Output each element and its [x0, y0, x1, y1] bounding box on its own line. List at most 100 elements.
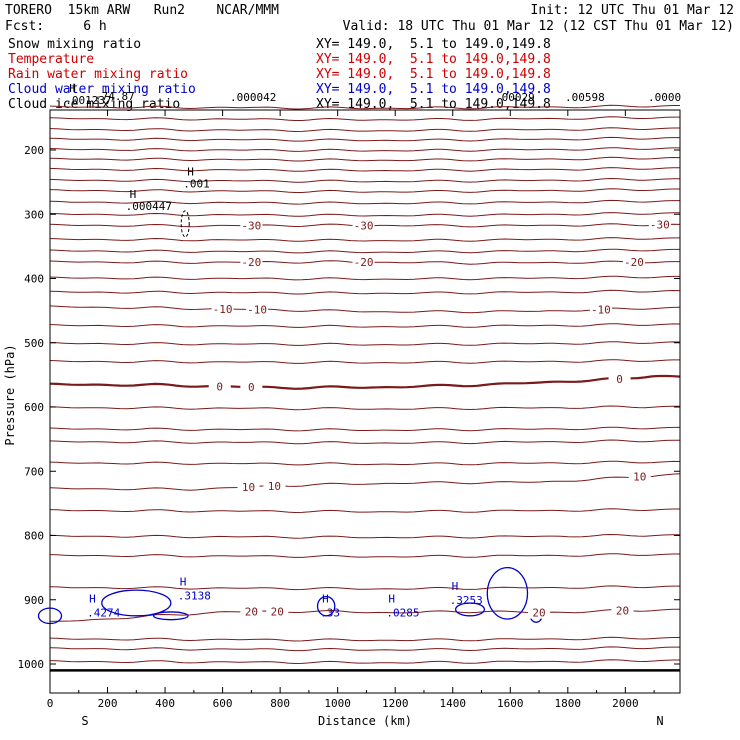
isotherm-line--35: [49, 460, 681, 466]
legend-range-cloud-water: XY= 149.0, 5.1 to 149.0,149.8: [316, 82, 551, 97]
isotherm-label-bg: [589, 303, 612, 316]
isotherm-line--50: [49, 405, 680, 411]
isotherm-0: [49, 374, 681, 390]
background-temperature-contours: [49, 104, 681, 665]
isotherm-line--15: [49, 533, 680, 539]
x-tick-label: 1000: [324, 697, 351, 710]
contour-labels: -30 -30 -30 -20 -20 -20 -10 -10 -10 0 0 0 10 10 10 20 20…: [50, 82, 681, 672]
y-tick-label: 800: [24, 530, 44, 543]
isotherm-label-bg: [648, 218, 671, 231]
x-tick-label: 2000: [612, 697, 639, 710]
y-tick-label: 300: [24, 208, 44, 221]
isotherm-label-0: 0: [616, 373, 623, 386]
cloud-water-contour-3: [316, 595, 336, 617]
cloud-water-max-value: .4274: [87, 607, 120, 620]
isotherm-line--70: [49, 104, 680, 110]
isotherm-line-25: [49, 275, 680, 281]
isotherm-label-bg: [240, 219, 263, 232]
isotherm-line-5: [49, 585, 680, 591]
y-tick-label: 200: [24, 144, 44, 157]
cloud-water-contour-2: [152, 611, 189, 621]
cloud-water-contour-5: [486, 566, 529, 620]
init-time: Init: 12 UTC Thu 01 Mar 12: [530, 3, 735, 18]
isotherm-line--25: [49, 508, 680, 514]
y-tick-label: 400: [24, 273, 44, 286]
isotherm-line--45: [49, 156, 681, 162]
cloud-water-max-marker: H: [180, 575, 187, 588]
y-axis-label: Pressure (hPa): [3, 344, 17, 445]
snow-max-marker: H: [187, 165, 194, 178]
isotherm-label-bg: [352, 256, 375, 269]
isotherm-line-15: [49, 248, 680, 254]
axes: 0 200 400 600 800 1000 1200 1400 1600 1800 2000200…: [18, 109, 681, 710]
isotherm-label--30: -30: [241, 220, 261, 233]
top-contour-label: .000042: [230, 91, 276, 104]
isotherm-label-bg: [211, 303, 234, 316]
isotherm-line--50: [49, 147, 680, 152]
cloud-water-max-marker: H: [452, 580, 459, 593]
isotherm-label-bg: [237, 481, 260, 494]
y-tick-label: 1000: [18, 658, 45, 671]
cloud-water-max-marker: H: [388, 593, 395, 606]
isotherm-label--20: -20: [354, 256, 374, 269]
snow-max-value: .001: [183, 177, 210, 190]
isotherm-label-bg: [608, 372, 631, 385]
isotherm-line--60: [49, 127, 680, 133]
isotherm-line--35: [49, 177, 681, 183]
forecast-hour: Fcst: 6 h: [5, 19, 107, 34]
isotherm-line--65: [49, 323, 681, 328]
isotherm-label-bg: [208, 380, 231, 393]
x-tick-label: 1200: [382, 697, 409, 710]
cloud-water-max-marker: H: [89, 593, 96, 606]
legend-range-snow: XY= 149.0, 5.1 to 149.0,149.8: [316, 37, 551, 52]
isotherm-line--45: [49, 426, 680, 432]
isotherm-label-20: 20: [245, 606, 258, 619]
isotherm-label-bg: [628, 470, 651, 483]
isotherm-line-5: [49, 237, 680, 242]
y-tick-label: 600: [24, 401, 44, 414]
cloud-water-max-value: .3138: [178, 589, 211, 602]
top-left-temp-label: -74.87: [95, 90, 135, 103]
x-tick-label: 1400: [439, 697, 466, 710]
snow-max-value: .000447: [126, 200, 172, 213]
isotherm-label--20: -20: [241, 256, 261, 269]
top-contour-label: .00598: [565, 91, 605, 104]
isotherm-label-20: 20: [616, 605, 629, 618]
legend-name-temperature: Temperature: [8, 52, 95, 67]
isotherm-line--40: [49, 439, 681, 445]
isotherm-label-0: 0: [248, 381, 255, 394]
isotherm-label--10: -10: [213, 303, 233, 316]
snow-max-marker: H: [69, 82, 76, 95]
snow-contour: [180, 210, 190, 238]
labeled-temperature-contours: [49, 223, 681, 622]
isotherm-line--15: [49, 199, 680, 205]
isotherm--10: [49, 305, 681, 314]
isotherm-label-0: 0: [216, 380, 223, 393]
model-title: TORERO 15km ARW Run2 NCAR/MMM: [5, 3, 279, 18]
cloud-water-max-marker: H: [322, 593, 329, 606]
x-tick-label: 600: [213, 697, 233, 710]
legend-name-cloud-water: Cloud water mixing ratio: [8, 82, 196, 97]
isotherm-line--70: [49, 659, 680, 665]
south-end-label: S: [81, 714, 88, 728]
isotherm-label-20: 20: [532, 607, 545, 620]
valid-time: Valid: 18 UTC Thu 01 Mar 12 (12 CST Thu …: [342, 19, 734, 34]
x-axis-label: Distance (km): [318, 714, 412, 728]
isotherm-label-20: 20: [271, 606, 284, 619]
x-tick-label: 800: [270, 697, 290, 710]
isotherm-label-bg: [528, 606, 551, 619]
cloud-water-contour-4: [454, 602, 486, 617]
isotherm-label--20: -20: [624, 256, 644, 269]
y-tick-label: 700: [24, 465, 44, 478]
north-end-label: N: [656, 714, 663, 728]
cloud-water-max-value: .3253: [450, 594, 483, 607]
isotherm-line--25: [49, 188, 680, 193]
top-contour-label: .00029: [495, 91, 535, 104]
isotherm-label-bg: [240, 605, 263, 618]
legend-range-rain: XY= 149.0, 5.1 to 149.0,149.8: [316, 67, 551, 82]
snow-max-value: .001237: [65, 94, 111, 107]
isotherm-label-bg: [266, 605, 289, 618]
cloud-water-max-value: .33: [320, 607, 340, 620]
legend-name-snow: Snow mixing ratio: [8, 37, 142, 52]
